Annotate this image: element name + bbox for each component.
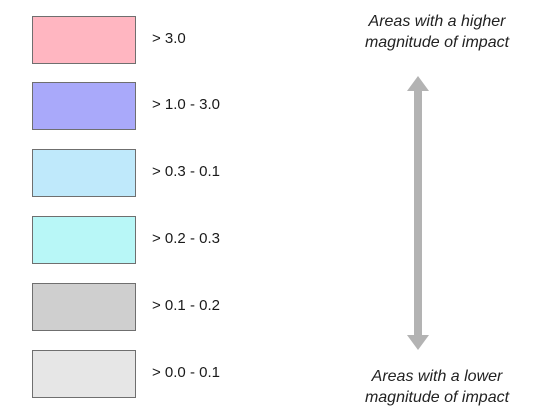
legend-label: > 0.0 - 0.1 — [152, 364, 220, 381]
higher-impact-caption: Areas with a higher magnitude of impact — [322, 11, 552, 53]
legend-item: > 3.0 — [32, 16, 332, 68]
legend-swatch — [32, 16, 136, 64]
caption-line: magnitude of impact — [364, 389, 510, 406]
legend-swatch — [32, 149, 136, 197]
arrow-shape — [407, 76, 429, 350]
legend-item: > 1.0 - 3.0 — [32, 82, 332, 134]
legend-swatch — [32, 82, 136, 130]
legend: > 3.0 > 1.0 - 3.0 > 0.3 - 0.1 > 0.2 - 0.… — [32, 16, 220, 398]
caption-line: Areas with a lower — [371, 368, 503, 385]
legend-swatch — [32, 350, 136, 398]
legend-swatch — [32, 283, 136, 331]
legend-label: > 1.0 - 3.0 — [152, 96, 220, 113]
legend-item: > 0.3 - 0.1 — [32, 149, 332, 201]
caption-line: Areas with a higher — [368, 13, 506, 30]
double-arrow-vertical-icon — [407, 76, 429, 350]
legend-item: > 0.1 - 0.2 — [32, 283, 332, 335]
lower-impact-caption: Areas with a lower magnitude of impact — [322, 366, 552, 408]
legend-item: > 0.2 - 0.3 — [32, 216, 332, 268]
legend-label: > 0.3 - 0.1 — [152, 163, 220, 180]
legend-swatch — [32, 216, 136, 264]
legend-label: > 0.1 - 0.2 — [152, 297, 220, 314]
legend-item: > 0.0 - 0.1 — [32, 350, 332, 402]
legend-label: > 0.2 - 0.3 — [152, 230, 220, 247]
legend-label: > 3.0 — [152, 30, 186, 47]
caption-line: magnitude of impact — [364, 34, 510, 51]
